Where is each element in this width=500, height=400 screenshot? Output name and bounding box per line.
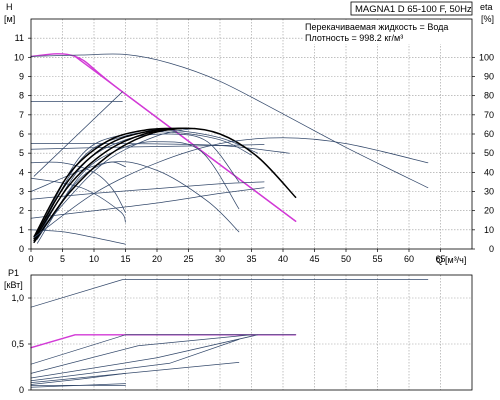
head-tick-label: 1 xyxy=(19,225,24,235)
head-axis-unit: [м] xyxy=(4,14,15,24)
efficiency-tick-label: 100 xyxy=(479,52,494,62)
x-tick-label: 40 xyxy=(278,254,288,264)
head-tick-label: 4 xyxy=(19,167,24,177)
head-curve-thin xyxy=(30,144,265,150)
head-tick-label: 0 xyxy=(19,244,24,254)
head-tick-label: 6 xyxy=(19,129,24,139)
efficiency-tick-label: 0 xyxy=(489,244,494,254)
flow-axis-label: Q xyxy=(436,255,443,265)
head-tick-label: 7 xyxy=(19,110,24,120)
power-curve-thin xyxy=(30,279,429,308)
x-tick-label: 10 xyxy=(89,254,99,264)
head-tick-label: 10 xyxy=(14,52,24,62)
head-tick-label: 8 xyxy=(19,91,24,101)
efficiency-tick-label: 30 xyxy=(484,187,494,197)
chart-title: MAGNA1 D 65-100 F, 50Hz xyxy=(355,4,472,15)
power-ticks: 0 0,5 1,0 xyxy=(11,293,31,395)
efficiency-tick-label: 40 xyxy=(484,167,494,177)
efficiency-axis-unit: [%] xyxy=(481,14,494,24)
head-tick-label: 9 xyxy=(19,72,24,82)
power-axis-unit: [кВт] xyxy=(4,280,23,290)
power-tick-label: 1,0 xyxy=(11,293,24,303)
head-grid xyxy=(31,19,472,249)
title-box xyxy=(350,1,473,16)
head-tick-label: 5 xyxy=(19,148,24,158)
power-panel: 0 0,5 1,0 P1 [кВт] xyxy=(4,268,473,395)
x-tick-label: 5 xyxy=(60,254,65,264)
x-tick-label: 65 xyxy=(435,254,445,264)
efficiency-tick-label: 10 xyxy=(484,225,494,235)
x-tick-label: 20 xyxy=(152,254,162,264)
head-curve-thin xyxy=(33,127,196,242)
power-curves xyxy=(30,279,429,388)
efficiency-tick-label: 70 xyxy=(484,110,494,120)
head-curve-thin xyxy=(36,133,240,238)
x-tick-label: 15 xyxy=(120,254,130,264)
head-curve-thin xyxy=(30,53,429,189)
power-grid xyxy=(31,275,472,390)
power-tick-label: 0 xyxy=(19,385,24,395)
head-curve-thin xyxy=(30,161,126,213)
power-tick-label: 0,5 xyxy=(11,339,24,349)
x-tick-label: 25 xyxy=(183,254,193,264)
head-curve-bold xyxy=(33,127,183,238)
power-curve-thin xyxy=(30,334,296,365)
power-plot-frame xyxy=(30,274,473,391)
efficiency-tick-label: 80 xyxy=(484,91,494,101)
power-curve-thin xyxy=(30,383,126,388)
head-curve-bold xyxy=(33,127,183,242)
power-axis-label: P1 xyxy=(8,268,19,278)
head-tick-label: 3 xyxy=(19,187,24,197)
power-curve-thin xyxy=(30,339,240,382)
power-curve-thin xyxy=(30,373,126,385)
efficiency-tick-label: 60 xyxy=(484,129,494,139)
flow-axis-unit: [м³/ч] xyxy=(445,255,466,265)
x-tick-label: 45 xyxy=(309,254,319,264)
head-curve-magenta xyxy=(74,55,297,222)
head-curve-thin xyxy=(30,187,265,219)
efficiency-tick-label: 90 xyxy=(484,72,494,82)
efficiency-tick-label: 50 xyxy=(484,148,494,158)
x-tick-label: 0 xyxy=(28,254,33,264)
density-info: Плотность = 998.2 кг/м³ xyxy=(305,33,403,43)
head-tick-label: 11 xyxy=(15,33,24,43)
head-tick-label: 2 xyxy=(19,206,24,216)
head-axis-label: H xyxy=(6,2,13,12)
x-tick-label: 55 xyxy=(372,254,382,264)
efficiency-axis-label: eta xyxy=(480,2,493,12)
head-curve-thin xyxy=(33,137,429,238)
power-curve-thin xyxy=(30,334,252,374)
head-panel: 0 5 10 15 20 25 30 35 40 45 50 55 60 6501234567891011… xyxy=(4,1,494,265)
x-tick-label: 60 xyxy=(404,254,414,264)
fluid-info: Перекачиваемая жидкость = Вода xyxy=(305,22,448,32)
head-ticks: 0 5 10 15 20 25 30 35 40 45 50 55 60 6501234567891011… xyxy=(14,33,494,264)
info-box xyxy=(303,20,471,44)
x-tick-label: 35 xyxy=(246,254,256,264)
x-tick-label: 30 xyxy=(215,254,225,264)
x-tick-label: 50 xyxy=(341,254,351,264)
power-curve-thin xyxy=(30,334,259,379)
head-curve-bold xyxy=(33,127,183,240)
head-curve-thin xyxy=(30,143,290,154)
head-curve-thin xyxy=(30,181,265,200)
head-curves xyxy=(30,53,429,245)
efficiency-tick-label: 20 xyxy=(484,206,494,216)
